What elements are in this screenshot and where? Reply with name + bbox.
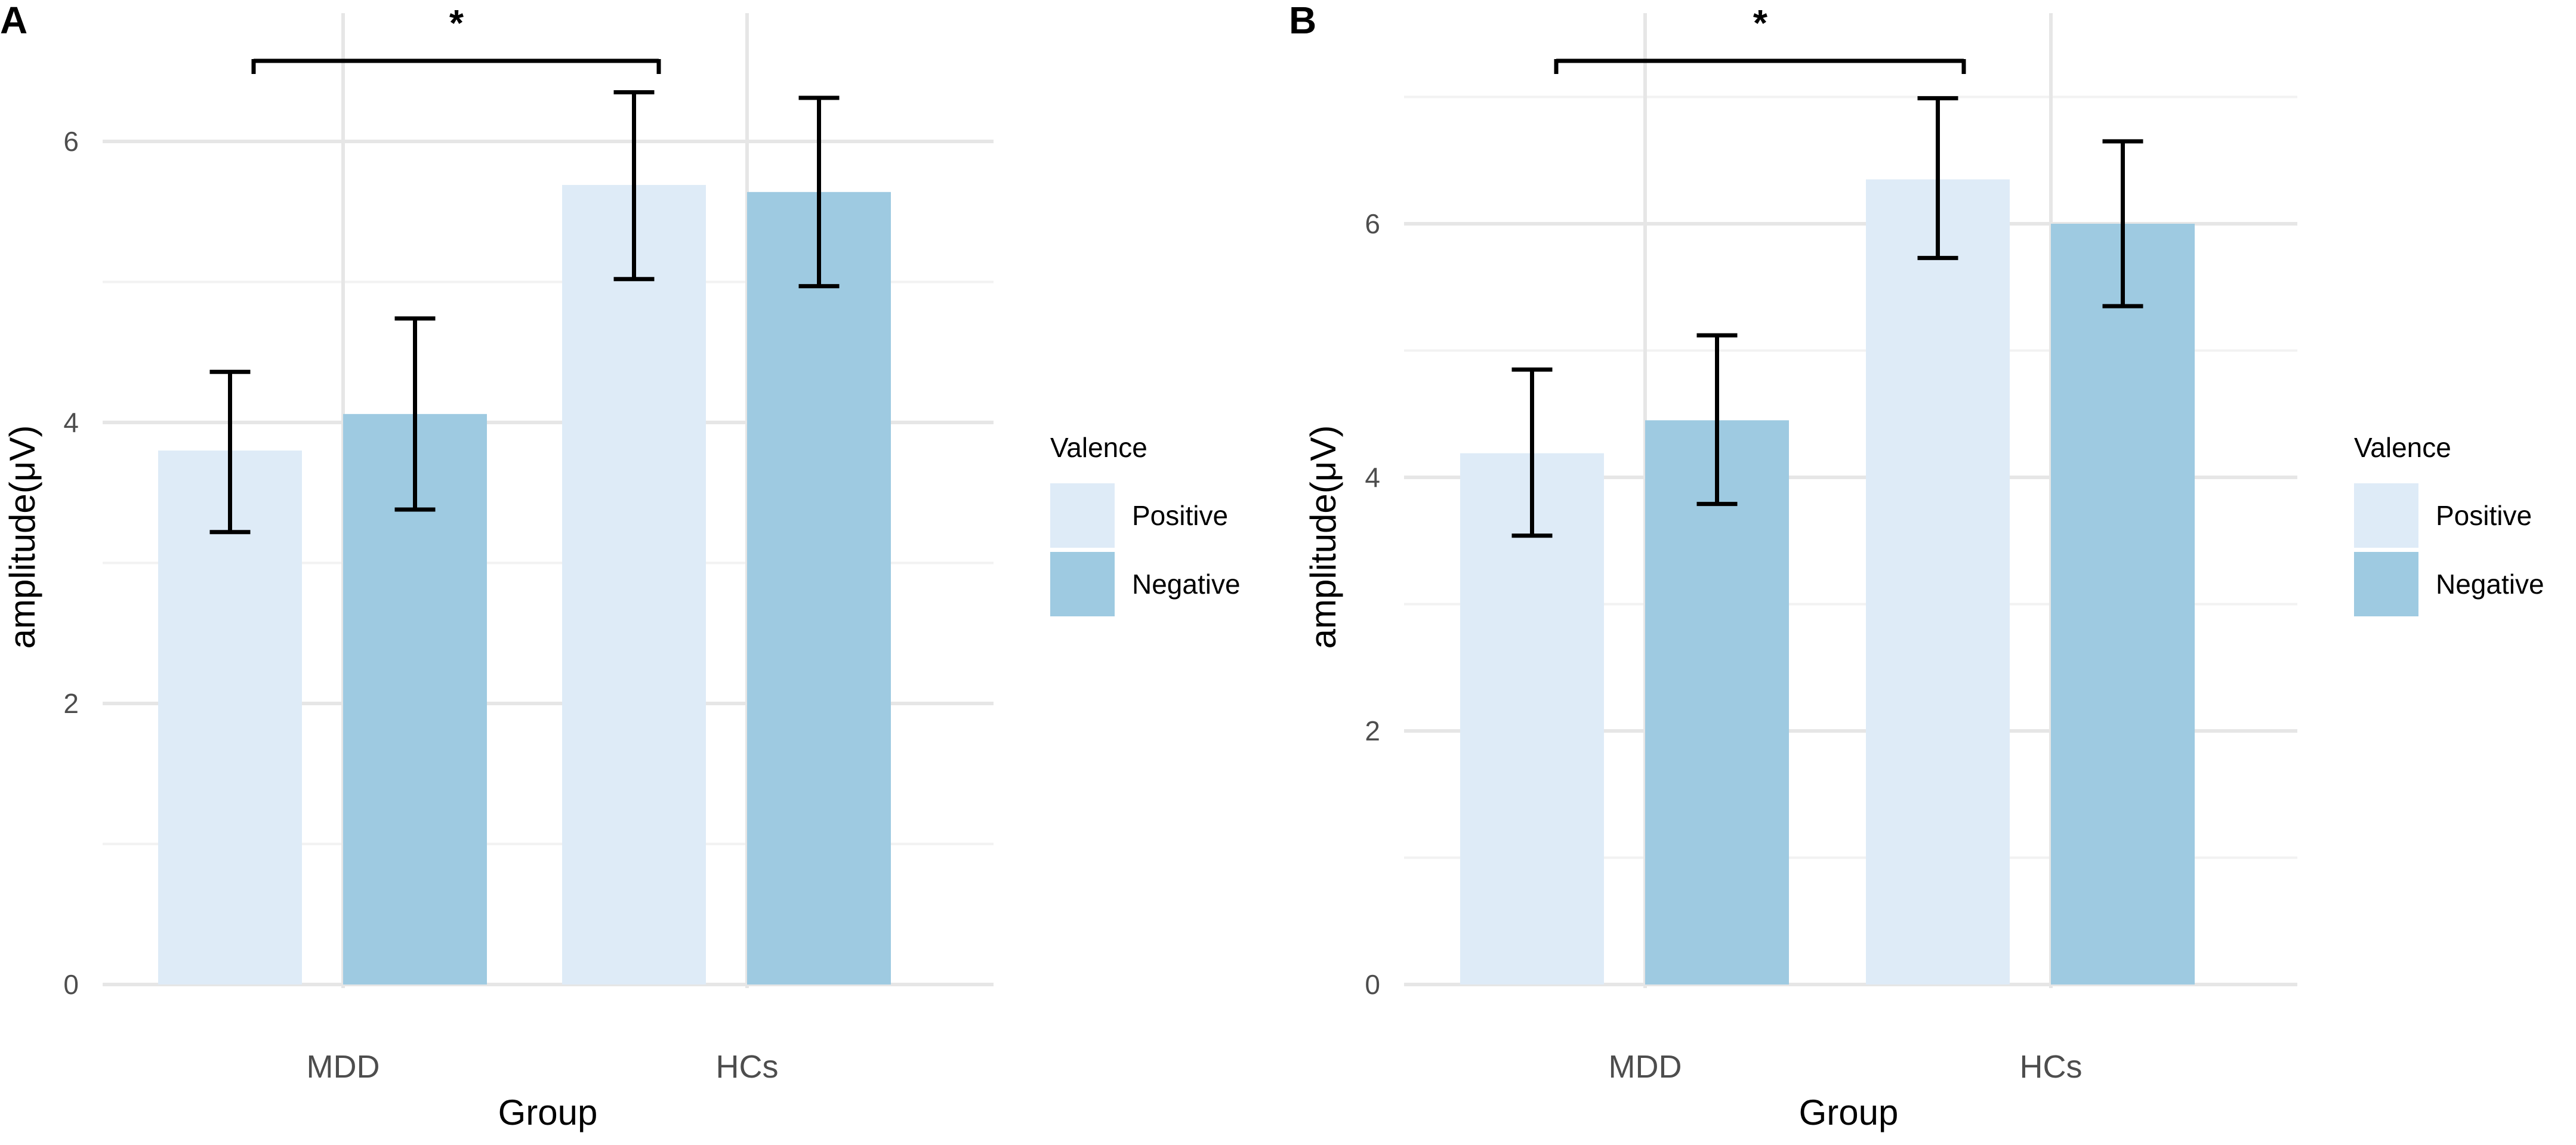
y-tick-label: 0 bbox=[63, 969, 79, 1000]
x-axis-title: Group bbox=[498, 1092, 598, 1132]
y-tick-label: 4 bbox=[1365, 462, 1380, 493]
bar-negative-mdd bbox=[1645, 420, 1789, 984]
legend-title: Valence bbox=[2354, 432, 2451, 463]
significance-label: * bbox=[449, 3, 464, 44]
x-tick-label: HCs bbox=[2020, 1049, 2083, 1085]
y-tick-label: 0 bbox=[1365, 969, 1380, 1000]
x-tick-label: MDD bbox=[307, 1049, 380, 1085]
error-bar bbox=[2102, 139, 2143, 308]
significance-bracket bbox=[251, 58, 661, 74]
chart-panel-b: B 0 2 4 6 MDD HCs Group amplitude(μV) * Valence Pos… bbox=[1289, 0, 2544, 1132]
y-tick-label: 2 bbox=[63, 688, 79, 719]
legend-label-negative: Negative bbox=[2436, 569, 2544, 600]
y-tick-label: 6 bbox=[63, 126, 79, 157]
bar-positive-hcs bbox=[1866, 179, 2010, 984]
legend-swatch-negative bbox=[1050, 552, 1115, 616]
y-axis-title: amplitude(μV) bbox=[1303, 425, 1343, 649]
error-bar bbox=[1917, 96, 1958, 260]
panel-label: B bbox=[1289, 0, 1316, 42]
error-bar bbox=[798, 95, 840, 289]
bar-negative-hcs bbox=[747, 192, 891, 984]
significance-label: * bbox=[1753, 3, 1768, 44]
x-axis-title: Group bbox=[1799, 1092, 1899, 1132]
error-bar bbox=[1696, 333, 1738, 507]
error-bar bbox=[613, 90, 655, 282]
bar-negative-hcs bbox=[2051, 224, 2195, 984]
bar-positive-mdd bbox=[158, 450, 302, 984]
error-bar bbox=[209, 369, 251, 535]
legend-title: Valence bbox=[1050, 432, 1147, 463]
y-tick-label: 6 bbox=[1365, 208, 1380, 239]
error-bar bbox=[1511, 367, 1553, 538]
chart-panel-a: A 0 2 4 6 MDD HCs Group amplitude(μV) * Valence Pos… bbox=[0, 0, 1241, 1132]
error-bar bbox=[394, 316, 436, 512]
legend-swatch-positive bbox=[1050, 483, 1115, 548]
legend-label-negative: Negative bbox=[1132, 569, 1241, 600]
panel-label: A bbox=[0, 0, 27, 42]
x-tick-label: HCs bbox=[716, 1049, 779, 1085]
legend-swatch-positive bbox=[2354, 483, 2418, 548]
bar-positive-hcs bbox=[562, 185, 706, 984]
significance-bracket bbox=[1554, 58, 1966, 74]
bar-positive-mdd bbox=[1460, 453, 1604, 984]
legend: Valence Positive Negative bbox=[1050, 432, 1241, 616]
legend: Valence Positive Negative bbox=[2354, 432, 2544, 616]
legend-label-positive: Positive bbox=[1132, 500, 1228, 531]
y-axis-title: amplitude(μV) bbox=[2, 425, 42, 649]
y-tick-label: 2 bbox=[1365, 715, 1380, 746]
legend-label-positive: Positive bbox=[2436, 500, 2532, 531]
x-tick-label: MDD bbox=[1609, 1049, 1682, 1085]
legend-swatch-negative bbox=[2354, 552, 2418, 616]
y-tick-label: 4 bbox=[63, 407, 79, 438]
